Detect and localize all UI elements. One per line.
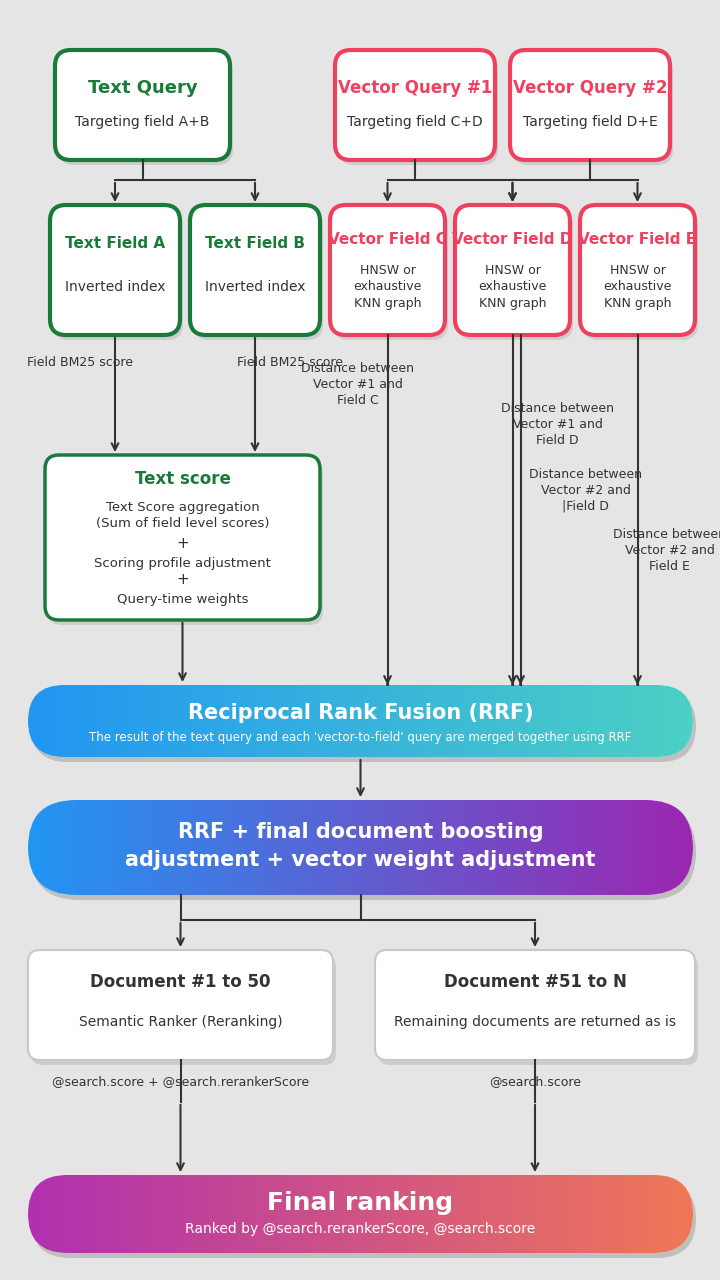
FancyBboxPatch shape [375, 950, 695, 1060]
FancyBboxPatch shape [455, 205, 570, 335]
Text: Query-time weights: Query-time weights [117, 593, 248, 605]
FancyBboxPatch shape [330, 205, 445, 335]
Text: Ranked by @search.rerankerScore, @search.score: Ranked by @search.rerankerScore, @search… [185, 1222, 536, 1236]
FancyBboxPatch shape [31, 805, 696, 900]
FancyBboxPatch shape [513, 55, 673, 165]
Text: Final ranking: Final ranking [267, 1190, 454, 1215]
Text: Targeting field A+B: Targeting field A+B [76, 115, 210, 129]
Text: Text score: Text score [135, 470, 230, 488]
FancyBboxPatch shape [28, 950, 333, 1060]
Text: RRF + final document boosting: RRF + final document boosting [178, 822, 544, 842]
Text: The result of the text query and each 'vector-to-field' query are merged togethe: The result of the text query and each 'v… [89, 731, 631, 744]
FancyBboxPatch shape [48, 460, 323, 625]
Text: Text Query: Text Query [88, 79, 197, 97]
Text: Vector Field C: Vector Field C [328, 233, 447, 247]
FancyBboxPatch shape [31, 955, 336, 1065]
Text: Targeting field C+D: Targeting field C+D [347, 115, 483, 129]
FancyBboxPatch shape [28, 1175, 693, 1253]
Text: adjustment + vector weight adjustment: adjustment + vector weight adjustment [125, 850, 595, 870]
FancyBboxPatch shape [58, 55, 233, 165]
Text: Scoring profile adjustment: Scoring profile adjustment [94, 557, 271, 570]
FancyBboxPatch shape [333, 210, 448, 340]
Text: Text Field B: Text Field B [205, 236, 305, 251]
FancyBboxPatch shape [190, 205, 320, 335]
FancyBboxPatch shape [458, 210, 573, 340]
Text: Text Field A: Text Field A [65, 236, 165, 251]
FancyBboxPatch shape [28, 685, 693, 756]
Text: Targeting field D+E: Targeting field D+E [523, 115, 657, 129]
Text: Vector Field E: Vector Field E [578, 233, 696, 247]
FancyBboxPatch shape [31, 690, 696, 762]
Text: Inverted index: Inverted index [204, 280, 305, 294]
Text: Distance between
Vector #1 and
Field C: Distance between Vector #1 and Field C [301, 362, 414, 407]
FancyBboxPatch shape [45, 454, 320, 620]
FancyBboxPatch shape [583, 210, 698, 340]
Text: Vector Field D: Vector Field D [452, 233, 572, 247]
FancyBboxPatch shape [335, 50, 495, 160]
FancyBboxPatch shape [510, 50, 670, 160]
Text: @search.score: @search.score [489, 1075, 581, 1088]
FancyBboxPatch shape [53, 210, 183, 340]
Text: Vector Query #2: Vector Query #2 [513, 79, 667, 97]
FancyBboxPatch shape [50, 205, 180, 335]
Text: Field BM25 score: Field BM25 score [27, 357, 133, 370]
FancyBboxPatch shape [338, 55, 498, 165]
FancyBboxPatch shape [580, 205, 695, 335]
Text: Remaining documents are returned as is: Remaining documents are returned as is [394, 1015, 676, 1029]
Text: Inverted index: Inverted index [65, 280, 166, 294]
FancyBboxPatch shape [28, 800, 693, 895]
Text: Reciprocal Rank Fusion (RRF): Reciprocal Rank Fusion (RRF) [188, 703, 534, 723]
Text: HNSW or
exhaustive
KNN graph: HNSW or exhaustive KNN graph [478, 264, 546, 311]
Text: Vector Query #1: Vector Query #1 [338, 79, 492, 97]
Text: HNSW or
exhaustive
KNN graph: HNSW or exhaustive KNN graph [603, 264, 672, 311]
Text: Distance between
Vector #2 and
|Field D: Distance between Vector #2 and |Field D [529, 467, 642, 512]
Text: Document #51 to N: Document #51 to N [444, 973, 626, 991]
Text: (Sum of field level scores): (Sum of field level scores) [96, 517, 269, 530]
FancyBboxPatch shape [31, 1180, 696, 1258]
Text: Text Score aggregation: Text Score aggregation [106, 500, 259, 513]
Text: Semantic Ranker (Reranking): Semantic Ranker (Reranking) [78, 1015, 282, 1029]
Text: Distance between
Vector #2 and
Field E: Distance between Vector #2 and Field E [613, 527, 720, 572]
FancyBboxPatch shape [193, 210, 323, 340]
FancyBboxPatch shape [378, 955, 698, 1065]
Text: HNSW or
exhaustive
KNN graph: HNSW or exhaustive KNN graph [354, 264, 422, 311]
Text: Field BM25 score: Field BM25 score [237, 357, 343, 370]
Text: +: + [176, 535, 189, 550]
Text: +: + [176, 571, 189, 586]
Text: Document #1 to 50: Document #1 to 50 [90, 973, 271, 991]
Text: Distance between
Vector #1 and
Field D: Distance between Vector #1 and Field D [501, 402, 614, 448]
Text: @search.score + @search.rerankerScore: @search.score + @search.rerankerScore [52, 1075, 309, 1088]
FancyBboxPatch shape [55, 50, 230, 160]
